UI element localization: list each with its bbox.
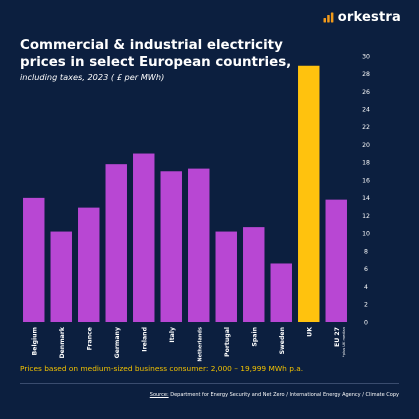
y-tick-label: 22 [362,124,370,131]
x-tick-label: UK [306,327,313,337]
y-tick-label: 0 [364,319,368,326]
y-tick-label: 20 [362,142,370,149]
y-tick-label: 4 [364,284,368,291]
bar-netherlands [188,168,210,322]
bar-france [78,207,100,322]
bar-germany [105,164,127,322]
y-tick-label: 8 [364,248,368,255]
y-tick-label: 12 [362,213,370,220]
source-label: Source: [149,392,169,398]
x-tick-label: Ireland [141,327,148,352]
y-tick-label: 6 [364,266,368,273]
chart-footnote: Prices based on medium-sized business co… [20,364,304,373]
x-tick-label: Denmark [59,326,66,358]
x-tick-label: France [86,327,93,350]
x-tick-label: Sweden [279,327,286,354]
divider [20,383,399,384]
y-tick-label: 16 [362,177,370,184]
bar-uk [298,65,320,323]
y-tick-label: 26 [362,89,370,96]
bar-belgium [23,197,45,322]
brand-name: orkestra [337,10,401,25]
y-tick-label: 10 [362,231,370,238]
x-tick-note: *plus UK median [342,327,346,357]
y-tick-label: 30 [362,53,370,60]
x-tick-label: Spain [251,327,258,347]
brand-logo: orkestra [323,10,401,25]
bar-denmark [50,231,72,322]
orkestra-logo-icon [323,12,334,23]
y-tick-label: 24 [362,107,370,114]
x-tick-label: Germany [114,327,121,358]
source-note: Source: Department for Energy Security a… [150,392,399,398]
bar-sweden [270,263,292,322]
chart-title: Commercial & industrial electricity pric… [20,38,292,70]
x-tick-label: Netherlands [197,327,203,362]
bar-portugal [215,231,237,322]
y-tick-label: 28 [362,71,370,78]
x-tick-label: Belgium [31,327,38,355]
bar-italy [160,171,182,322]
y-tick-label: 2 [364,302,368,309]
y-tick-label: 18 [362,160,370,167]
x-tick-label: Portugal [224,327,231,357]
source-text: Department for Energy Security and Net Z… [168,392,399,398]
bar-ireland [133,153,155,322]
bar-spain [243,227,265,322]
chart-subtitle: including taxes, 2023 ( £ per MWh) [20,72,165,82]
y-tick-label: 14 [362,195,370,202]
x-tick-label: Italy [169,327,176,343]
bar-eu-27 [325,199,347,322]
x-tick-label: EU 27 [334,327,341,347]
